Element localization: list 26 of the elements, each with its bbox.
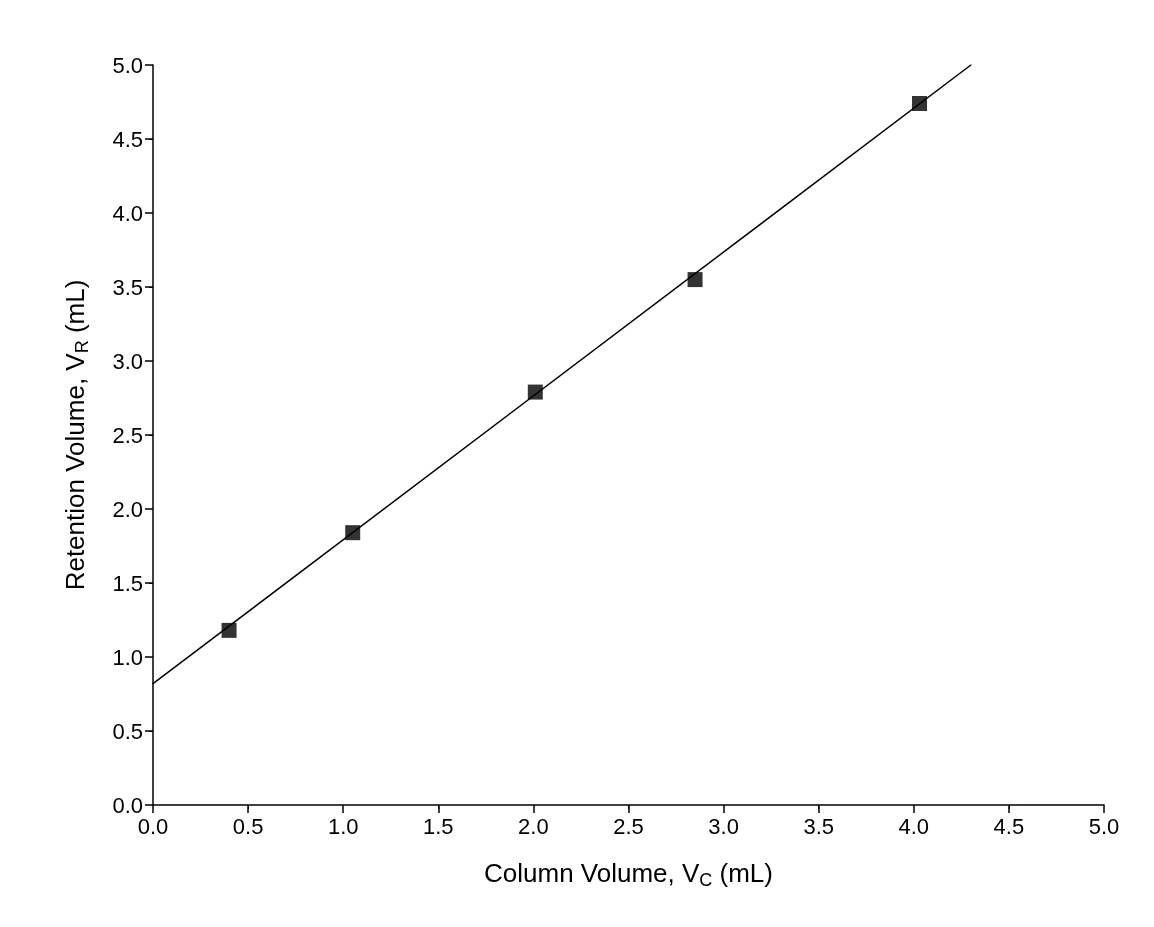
x-tick-label: 1.0: [327, 813, 359, 839]
y-tick-label: 3.5: [112, 274, 143, 300]
x-tick-label: 1.5: [423, 813, 454, 839]
x-tick-label: 4.5: [993, 813, 1025, 839]
x-tick-label: 3.5: [803, 813, 834, 839]
y-tick-label: 2.5: [112, 422, 143, 448]
y-tick-label: 4.5: [112, 126, 143, 152]
x-tick-label: 2.5: [613, 813, 644, 839]
x-tick-label: 4.0: [898, 813, 930, 839]
y-tick-label: 2.0: [112, 496, 143, 522]
point: [527, 384, 543, 400]
x-tick-label: 2.0: [518, 813, 549, 839]
point: [687, 272, 703, 288]
point: [912, 95, 928, 111]
x-tick-label: 5.0: [1088, 813, 1120, 839]
point: [345, 525, 361, 541]
x-tick-label: 3.0: [708, 813, 739, 839]
point: [221, 622, 237, 638]
y-tick-label: 0.5: [112, 718, 143, 744]
x-tick-label: 0.5: [232, 813, 264, 839]
y-tick-label: 1.0: [112, 644, 143, 670]
y-tick-label: 4.0: [112, 200, 143, 226]
y-tick-label: 5.0: [112, 52, 143, 78]
y-tick-label: 1.5: [112, 570, 143, 596]
y-tick-label: 3.0: [112, 348, 143, 374]
y-axis-title: Retention Volume, VR (mL): [60, 279, 92, 591]
